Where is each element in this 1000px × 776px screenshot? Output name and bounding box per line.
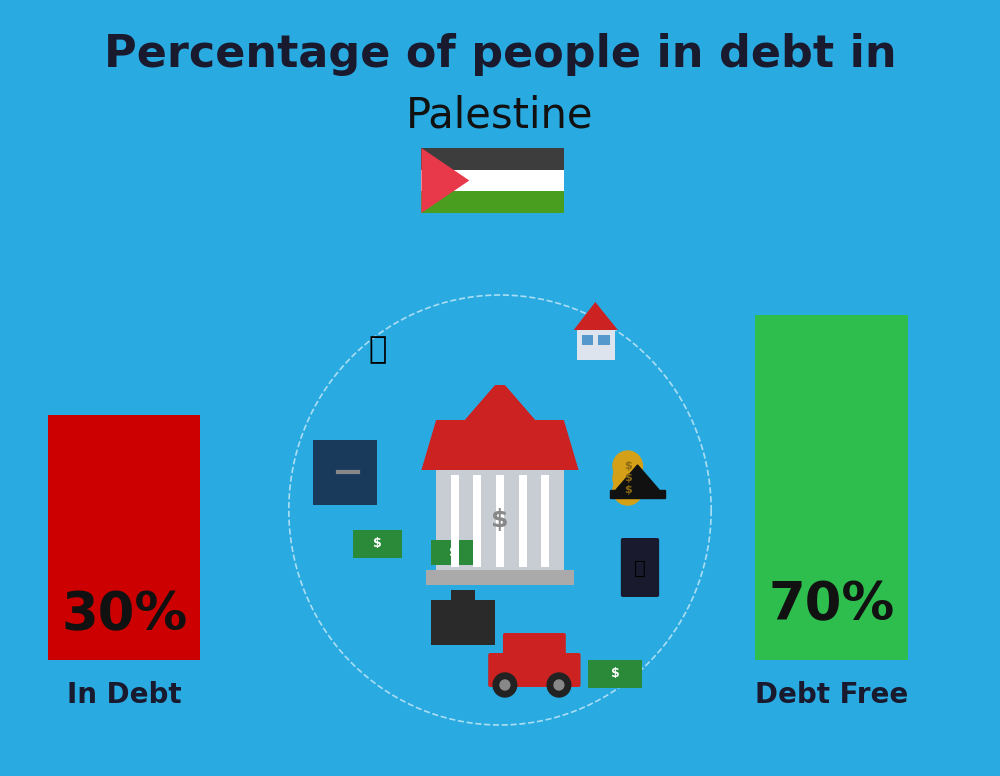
FancyBboxPatch shape — [48, 415, 200, 660]
Text: $: $ — [491, 508, 509, 532]
Text: $: $ — [373, 538, 382, 550]
FancyBboxPatch shape — [588, 660, 642, 688]
Text: In Debt: In Debt — [67, 681, 182, 709]
Circle shape — [493, 673, 517, 697]
Polygon shape — [421, 420, 579, 470]
Text: $: $ — [611, 667, 620, 681]
Polygon shape — [610, 490, 665, 498]
FancyBboxPatch shape — [577, 330, 615, 360]
FancyBboxPatch shape — [431, 600, 495, 645]
FancyBboxPatch shape — [541, 475, 549, 567]
Polygon shape — [616, 465, 659, 490]
Circle shape — [547, 673, 571, 697]
FancyBboxPatch shape — [598, 335, 610, 345]
Circle shape — [613, 463, 642, 493]
Text: $: $ — [624, 461, 632, 471]
Polygon shape — [574, 302, 618, 330]
FancyBboxPatch shape — [313, 440, 377, 505]
FancyBboxPatch shape — [436, 470, 564, 570]
Text: $: $ — [449, 546, 458, 559]
FancyBboxPatch shape — [519, 475, 527, 567]
Text: Debt Free: Debt Free — [755, 681, 908, 709]
FancyBboxPatch shape — [621, 538, 659, 597]
FancyBboxPatch shape — [421, 170, 564, 192]
FancyBboxPatch shape — [431, 540, 475, 565]
Text: 70%: 70% — [768, 579, 895, 631]
FancyBboxPatch shape — [421, 192, 564, 213]
FancyBboxPatch shape — [353, 530, 402, 558]
Polygon shape — [421, 148, 469, 213]
FancyBboxPatch shape — [503, 633, 566, 659]
Text: Palestine: Palestine — [406, 94, 594, 136]
Text: 📱: 📱 — [634, 559, 645, 577]
FancyBboxPatch shape — [488, 653, 581, 687]
Text: $: $ — [624, 485, 632, 495]
Circle shape — [613, 475, 642, 505]
FancyBboxPatch shape — [473, 475, 481, 567]
Text: 30%: 30% — [61, 589, 187, 641]
FancyBboxPatch shape — [426, 570, 574, 585]
FancyBboxPatch shape — [755, 315, 908, 660]
FancyBboxPatch shape — [582, 335, 593, 345]
Text: $: $ — [624, 473, 632, 483]
Circle shape — [500, 680, 510, 690]
FancyBboxPatch shape — [451, 590, 475, 602]
FancyBboxPatch shape — [451, 475, 459, 567]
Circle shape — [554, 680, 564, 690]
FancyBboxPatch shape — [421, 148, 564, 170]
Circle shape — [613, 451, 642, 481]
FancyBboxPatch shape — [496, 475, 504, 567]
Text: Percentage of people in debt in: Percentage of people in debt in — [104, 33, 896, 77]
Polygon shape — [421, 385, 579, 470]
Text: 🦅: 🦅 — [368, 335, 386, 365]
